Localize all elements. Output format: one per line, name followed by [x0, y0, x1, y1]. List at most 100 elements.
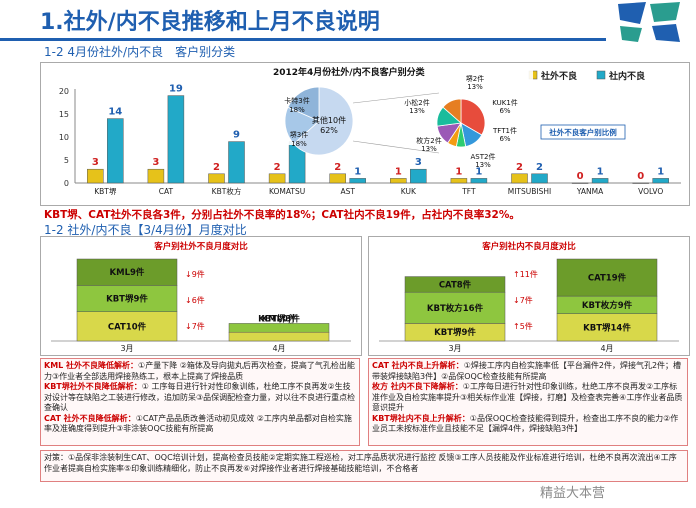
stacked-bar-segment — [76, 258, 178, 286]
bar-inside — [531, 173, 548, 184]
customer-bar-chart: 05101520314KBT堺319CAT29KBT枚方29KOMATSU21A… — [59, 65, 681, 196]
section-title-monthly-compare: 1-2 社外/内不良【3/4月份】月度对比 — [44, 223, 247, 237]
x-tick-label: YANMA — [576, 187, 604, 196]
bar-inside — [470, 178, 488, 184]
segment-label: CAT8件 — [439, 279, 472, 290]
bar-inside — [228, 141, 245, 184]
pie-main-label: 其他10件 — [312, 115, 346, 125]
pie-sub-label: TFT1件 — [492, 126, 517, 135]
bar-outside — [208, 173, 225, 184]
bar-data-label: 1 — [455, 166, 462, 177]
inside-defect-compare-chart: 客户别社内不良月度对比 KBT堺9件 KBT枚方16件 CAT8件 3月 KBT堺14件 K… — [379, 239, 679, 353]
customer-breakdown-panel: 05101520314KBT堺319CAT29KBT枚方29KOMATSU21A… — [40, 62, 690, 206]
pie-main-slice — [284, 106, 320, 145]
outside-defect-compare-chart: 客户别社外不良月度对比CAT10件KBT堺9件KML9件3月CAT3件KBT堺3… — [51, 239, 351, 353]
bar-inside — [591, 178, 609, 184]
bar-outside — [87, 168, 104, 184]
bar-data-label: 0 — [577, 171, 584, 182]
y-tick-label: 20 — [59, 87, 69, 96]
y-tick-label: 15 — [59, 110, 69, 119]
bar-inside — [652, 178, 669, 184]
y-tick-label: 0 — [64, 179, 69, 188]
pie-annotation: 社外不良客户别比例 — [548, 127, 617, 137]
legend-label-inside: 社内不良 — [608, 70, 645, 82]
pie-sub-pct: 13% — [467, 83, 483, 91]
note-cat-inside: CAT 社内不良上升解析：①焊接工序内自检实施率低【平台漏件2件，焊接气孔2件；… — [372, 361, 682, 381]
x-tick-label: KBT枚方 — [212, 186, 242, 196]
company-logo — [610, 0, 690, 44]
pie-sub-label: AST2件 — [471, 152, 496, 161]
change-label: ↓7件 — [513, 295, 533, 305]
x-tick-label: KUK — [401, 187, 417, 196]
x-tick-label: 3月 — [120, 344, 133, 353]
bar-data-label: 1 — [354, 166, 361, 177]
segment-label: KML0件 — [262, 313, 297, 324]
header-divider — [0, 38, 606, 41]
note-kbt-sakai: KBT堺社外不良降低解析：① 工序每日进行针对性印象训练，杜绝工序不良再发②生技… — [44, 382, 356, 412]
segment-label: KBT枚方9件 — [582, 300, 633, 311]
change-label: ↓7件 — [185, 321, 205, 331]
bar-data-label: 1 — [657, 166, 664, 177]
bar-inside — [167, 95, 185, 184]
segment-label: KBT堺14件 — [583, 322, 631, 333]
legend-label-outside: 社外不良 — [540, 70, 577, 82]
page-title: 1.社外/内不良推移和上月不良说明 — [40, 10, 380, 35]
compare-title: 客户别社外不良月度对比 — [153, 241, 248, 252]
outside-analysis-notes: KML 社外不良降低解析：①产量下降 ②箱体及导向拋丸后再次检查，提高了气孔检出… — [40, 358, 360, 446]
x-tick-label: AST — [340, 187, 355, 196]
compare-title-bg — [91, 239, 311, 253]
pie-main-slice — [287, 86, 320, 122]
x-tick-label: 3月 — [448, 344, 461, 353]
section-title-customer-breakdown: 1-2 4月份社外/内不良 客户别分类 — [44, 45, 236, 59]
pie-sub-label: 小松2件 — [404, 98, 429, 107]
bar-outside — [268, 173, 286, 184]
bar-data-label: 2 — [213, 162, 220, 173]
pie-connector — [352, 140, 440, 154]
segment-label: KBT堺3件 — [258, 313, 300, 324]
bar-outside — [147, 168, 165, 184]
bar-data-label: 14 — [108, 107, 122, 118]
inside-defect-compare-panel: 客户别社内不良月度对比 KBT堺9件 KBT枚方16件 CAT8件 3月 KBT堺14件 K… — [368, 236, 690, 356]
pie-main-pct: 18% — [291, 140, 307, 148]
pie-main-label: 堺3件 — [290, 130, 308, 139]
pie-title: 2012年4月份社外/内不良客户别分类 — [273, 66, 426, 78]
bar-outside — [571, 182, 589, 184]
bar-data-label: 2 — [516, 162, 523, 173]
stacked-bar-segment — [228, 331, 330, 342]
outside-defect-compare-panel: 客户别社外不良月度对比CAT10件KBT堺9件KML9件3月CAT3件KBT堺3… — [40, 236, 362, 356]
summary-text: KBT堺、CAT社外不良各3件，分别占社外不良率的18%；CAT社内不良19件，… — [44, 209, 520, 221]
x-tick-label: KOMATSU — [269, 187, 305, 196]
stacked-bar-segment — [404, 291, 506, 324]
note-kbt-sakai-inside: KBT堺社内不良上升解析：①品保OQC检查技能得到提升，检查出工序不良的能力②作… — [372, 413, 679, 434]
compare-title: 客户别社内不良月度对比 — [481, 241, 576, 252]
pie-main-label: 卡特3件 — [284, 96, 309, 105]
x-tick-label: KBT堺 — [94, 186, 117, 196]
pie-sub-pct: 6% — [499, 135, 510, 143]
pie-sub-pct: 6% — [499, 107, 510, 115]
segment-label: KBT堺9件 — [106, 294, 148, 305]
bar-outside — [511, 173, 528, 184]
countermeasures-box: 对策：①品保非涂装制生CAT、OQC培训计划，提高检查员技能②定期实施工程巡检，… — [40, 450, 688, 482]
segment-label: KBT堺9件 — [434, 327, 476, 338]
note-kml: KML 社外不良降低解析：①产量下降 ②箱体及导向拋丸后再次检查，提高了气孔检出… — [44, 361, 355, 381]
bar-data-label: 3 — [152, 157, 159, 168]
bar-data-label: 1 — [475, 166, 482, 177]
segment-label: KBT枚方16件 — [427, 303, 484, 314]
watermark: 精益大本营 — [540, 486, 606, 501]
pie-sub-pct: 13% — [475, 161, 491, 169]
bar-inside — [410, 168, 427, 184]
bar-data-label: 3 — [92, 157, 99, 168]
y-tick-label: 5 — [64, 156, 69, 165]
bar-data-label: 1 — [597, 166, 604, 177]
change-label: ↓9件 — [185, 269, 205, 279]
stacked-bar-segment — [556, 258, 658, 297]
pie-main-pct: 62% — [320, 126, 338, 135]
x-tick-label: TFT — [461, 187, 476, 196]
stacked-bar-segment — [556, 313, 658, 342]
change-label: ↑5件 — [513, 321, 533, 331]
bar-data-label: 2 — [274, 162, 281, 173]
bar-outside — [450, 178, 468, 184]
pie-sub-slice — [442, 98, 462, 124]
pie-connector — [352, 92, 440, 104]
note-cat: CAT 社外不良降低解析：①CAT产品品质改善活动初见成效 ②工序内单品都对自检… — [44, 413, 352, 434]
